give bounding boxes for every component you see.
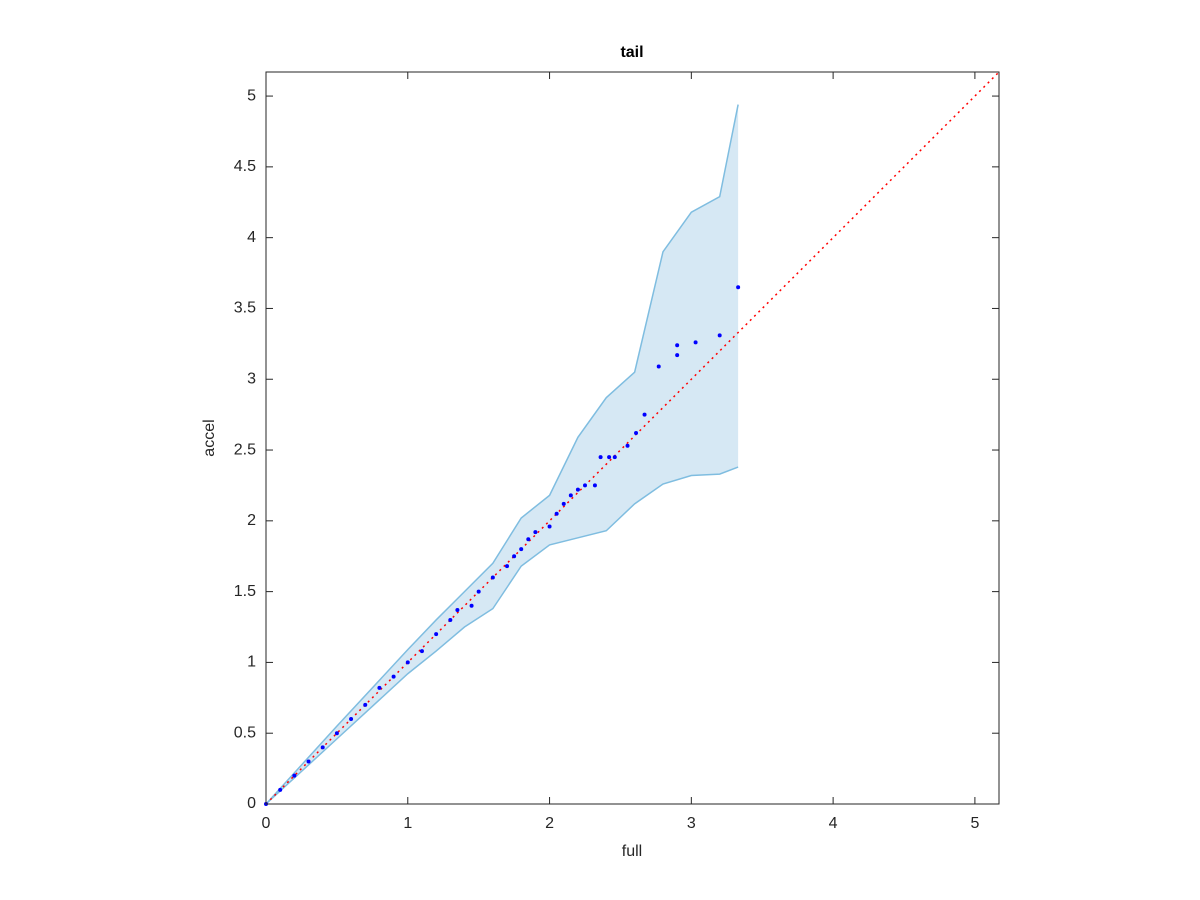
data-point	[519, 547, 524, 552]
y-tick-label: 0	[247, 795, 256, 812]
data-point	[434, 632, 439, 637]
x-tick-label: 1	[403, 815, 412, 832]
y-tick-label: 4	[247, 229, 256, 246]
y-tick-label: 1	[247, 654, 256, 671]
x-tick-label: 5	[970, 815, 979, 832]
data-point	[642, 412, 647, 417]
x-tick-label: 0	[262, 815, 271, 832]
data-point	[675, 353, 680, 358]
data-point	[547, 524, 552, 529]
data-point	[292, 773, 297, 778]
data-point	[526, 537, 531, 542]
band-edge	[265, 466, 739, 805]
data-point	[455, 608, 460, 613]
data-point	[391, 674, 396, 679]
y-tick-label: 1.5	[234, 583, 256, 600]
x-tick-label: 4	[829, 815, 838, 832]
data-point	[625, 443, 630, 448]
data-point	[561, 501, 566, 506]
confidence-band	[266, 104, 739, 804]
y-tick-label: 2.5	[234, 441, 256, 458]
data-point	[598, 455, 603, 460]
data-point	[476, 589, 481, 594]
chart-title: tail	[620, 44, 643, 61]
x-tick-label: 2	[545, 815, 554, 832]
reference-line	[265, 71, 1000, 805]
data-point	[736, 285, 741, 290]
y-tick-label: 5	[247, 87, 256, 104]
data-point	[575, 487, 580, 492]
data-point	[405, 660, 410, 665]
data-point	[656, 364, 661, 369]
data-point	[490, 575, 495, 580]
y-tick-label: 2	[247, 512, 256, 529]
data-point	[612, 455, 617, 460]
y-tick-label: 3.5	[234, 300, 256, 317]
data-point	[592, 483, 597, 488]
data-point	[505, 564, 510, 569]
data-point	[512, 554, 517, 559]
data-point	[377, 685, 382, 690]
y-tick-label: 3	[247, 370, 256, 387]
x-axis-label: full	[622, 843, 642, 860]
y-axis-label: accel	[201, 419, 218, 456]
data-point	[675, 343, 680, 348]
band-edge	[265, 104, 739, 805]
data-point	[693, 340, 698, 345]
data-point	[469, 603, 474, 608]
x-tick-label: 3	[687, 815, 696, 832]
plot-frame	[265, 71, 1000, 805]
data-point	[320, 745, 325, 750]
data-point	[349, 717, 354, 722]
data-point	[533, 530, 538, 535]
y-tick-label: 4.5	[234, 158, 256, 175]
data-point	[554, 511, 559, 516]
data-point	[334, 731, 339, 736]
data-point	[634, 431, 639, 436]
data-point	[583, 483, 588, 488]
data-point	[363, 702, 368, 707]
data-point	[607, 455, 612, 460]
y-tick-label: 0.5	[234, 724, 256, 741]
data-point	[717, 333, 722, 338]
data-point	[278, 787, 283, 792]
data-point	[419, 649, 424, 654]
data-point	[306, 759, 311, 764]
data-point	[568, 493, 573, 498]
data-point	[448, 617, 453, 622]
